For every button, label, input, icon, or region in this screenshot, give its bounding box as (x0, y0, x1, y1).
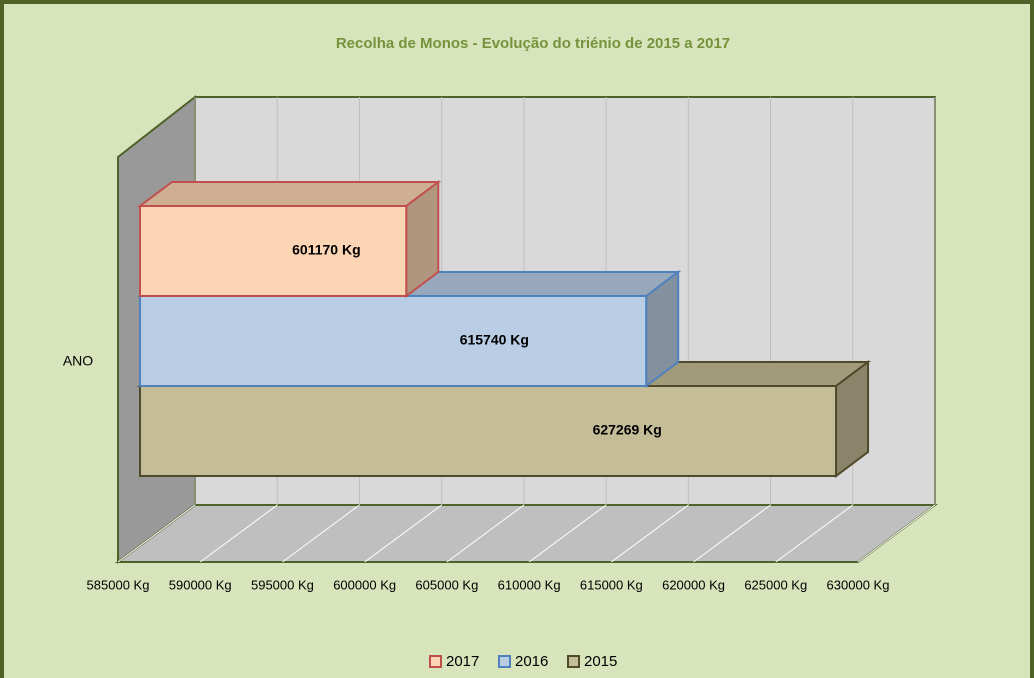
bar (139, 385, 838, 477)
floor-grid-line (199, 504, 278, 563)
chart-title: Recolha de Monos - Evolução do triénio d… (336, 35, 730, 52)
x-tick-label: 605000 Kg (415, 577, 478, 592)
floor-grid-line (117, 504, 196, 563)
x-tick-label: 590000 Kg (169, 577, 232, 592)
value-label: 627269 Kg (593, 422, 662, 438)
x-tick-label: 610000 Kg (498, 577, 561, 592)
value-label: 601170 Kg (292, 242, 361, 258)
x-tick-label: 630000 Kg (827, 577, 890, 592)
floor-grid-line (775, 504, 854, 563)
floor-grid-line (611, 504, 689, 563)
x-tick-label: 600000 Kg (333, 577, 396, 592)
legend-label: 2015 (584, 653, 617, 670)
bar-top (137, 181, 442, 207)
value-label: 615740 Kg (460, 332, 529, 348)
bar (139, 295, 648, 387)
floor-grid-line (528, 504, 607, 563)
floor-grid-line (857, 504, 936, 563)
floor-grid-line (693, 504, 771, 563)
legend-label: 2016 (515, 653, 548, 670)
x-tick-label: 620000 Kg (662, 577, 725, 592)
x-tick-label: 595000 Kg (251, 577, 314, 592)
legend-label: 2017 (446, 653, 479, 670)
floor-grid-line (364, 504, 442, 563)
legend-swatch (429, 655, 442, 668)
bar (139, 205, 408, 297)
legend-swatch (567, 655, 580, 668)
floor (114, 504, 939, 563)
x-tick-label: 615000 Kg (580, 577, 643, 592)
floor-grid-line (282, 504, 360, 563)
floor-grid-line (446, 504, 525, 563)
x-tick-label: 625000 Kg (744, 577, 807, 592)
category-label: ANO (63, 353, 93, 369)
x-tick-label: 585000 Kg (87, 577, 150, 592)
legend-swatch (498, 655, 511, 668)
